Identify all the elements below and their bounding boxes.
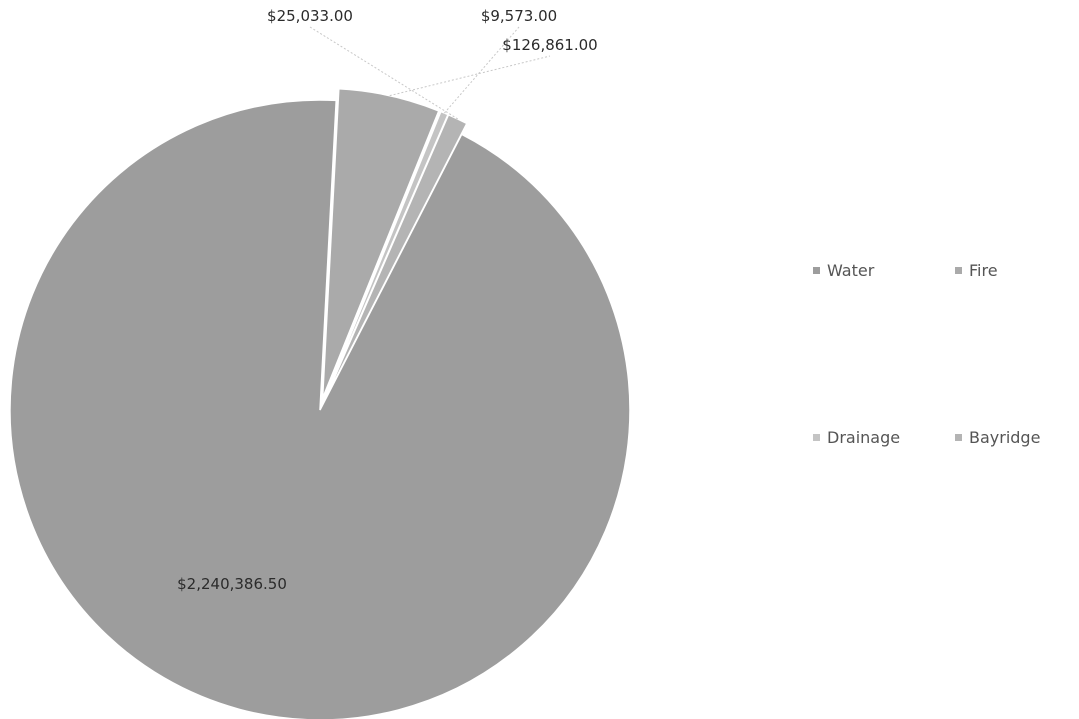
- data-label-drainage: $9,573.00: [481, 7, 557, 25]
- legend-swatch-drainage: [813, 434, 820, 441]
- data-label-water: $2,240,386.50: [177, 575, 287, 593]
- leader-line-fire: [389, 55, 551, 97]
- legend-item-bayridge: Bayridge: [955, 428, 1040, 447]
- pie-slice-fire: [321, 87, 440, 399]
- legend-label-fire: Fire: [969, 261, 998, 280]
- legend-item-fire: Fire: [955, 261, 998, 280]
- pie-slice-water: [9, 99, 631, 719]
- legend-item-drainage: Drainage: [813, 428, 900, 447]
- legend-label-drainage: Drainage: [827, 428, 900, 447]
- leader-line-bayridge: [309, 26, 459, 120]
- legend-swatch-water: [813, 267, 820, 274]
- leader-line-drainage: [444, 26, 520, 114]
- legend-swatch-fire: [955, 267, 962, 274]
- legend-label-water: Water: [827, 261, 875, 280]
- data-label-bayridge: $25,033.00: [267, 7, 353, 25]
- legend-label-bayridge: Bayridge: [969, 428, 1040, 447]
- data-label-fire: $126,861.00: [502, 36, 597, 54]
- legend-swatch-bayridge: [955, 434, 962, 441]
- pie-slice-bayridge: [324, 113, 468, 400]
- legend-item-water: Water: [813, 261, 875, 280]
